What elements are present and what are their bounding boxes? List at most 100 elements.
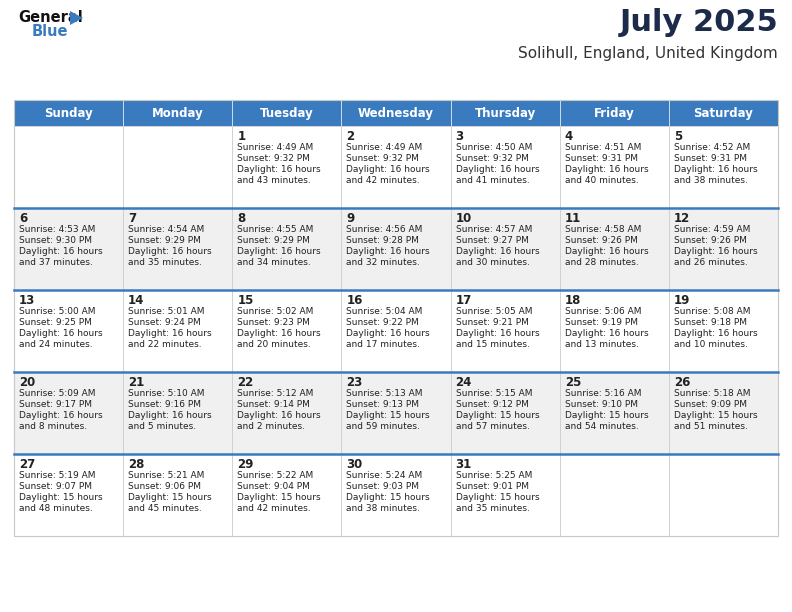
Text: and 57 minutes.: and 57 minutes. <box>455 422 529 431</box>
Text: Sunset: 9:13 PM: Sunset: 9:13 PM <box>346 400 420 409</box>
Text: and 45 minutes.: and 45 minutes. <box>128 504 202 513</box>
Text: 3: 3 <box>455 130 463 143</box>
Text: Daylight: 16 hours: Daylight: 16 hours <box>346 329 430 338</box>
Bar <box>669 372 778 454</box>
Text: 9: 9 <box>346 212 355 225</box>
Text: Sunrise: 5:18 AM: Sunrise: 5:18 AM <box>674 389 750 398</box>
Bar <box>669 454 778 536</box>
Bar <box>451 208 560 290</box>
Text: Sunrise: 5:15 AM: Sunrise: 5:15 AM <box>455 389 532 398</box>
Text: and 54 minutes.: and 54 minutes. <box>565 422 638 431</box>
Text: 27: 27 <box>19 458 36 471</box>
Text: Daylight: 16 hours: Daylight: 16 hours <box>674 247 757 256</box>
Bar <box>232 208 341 290</box>
Text: 12: 12 <box>674 212 690 225</box>
Text: 20: 20 <box>19 376 36 389</box>
Text: and 41 minutes.: and 41 minutes. <box>455 176 529 185</box>
Text: Daylight: 16 hours: Daylight: 16 hours <box>19 247 103 256</box>
Text: 19: 19 <box>674 294 691 307</box>
Text: Sunset: 9:03 PM: Sunset: 9:03 PM <box>346 482 420 491</box>
Text: 21: 21 <box>128 376 144 389</box>
Text: and 26 minutes.: and 26 minutes. <box>674 258 748 267</box>
Text: Daylight: 15 hours: Daylight: 15 hours <box>238 493 321 502</box>
Text: Daylight: 15 hours: Daylight: 15 hours <box>455 493 539 502</box>
Polygon shape <box>70 11 83 25</box>
Text: Sunset: 9:17 PM: Sunset: 9:17 PM <box>19 400 92 409</box>
Bar <box>669 208 778 290</box>
Bar <box>232 372 341 454</box>
Text: and 40 minutes.: and 40 minutes. <box>565 176 638 185</box>
Text: 15: 15 <box>238 294 253 307</box>
Text: Sunrise: 5:00 AM: Sunrise: 5:00 AM <box>19 307 96 316</box>
Text: Sunrise: 4:56 AM: Sunrise: 4:56 AM <box>346 225 423 234</box>
Text: Sunset: 9:24 PM: Sunset: 9:24 PM <box>128 318 201 327</box>
Text: 17: 17 <box>455 294 472 307</box>
Text: Sunrise: 4:58 AM: Sunrise: 4:58 AM <box>565 225 641 234</box>
Text: Monday: Monday <box>152 106 204 119</box>
Text: Sunrise: 5:12 AM: Sunrise: 5:12 AM <box>238 389 314 398</box>
Text: and 38 minutes.: and 38 minutes. <box>346 504 421 513</box>
Text: Saturday: Saturday <box>694 106 753 119</box>
Text: Sunrise: 4:59 AM: Sunrise: 4:59 AM <box>674 225 750 234</box>
Bar <box>669 126 778 208</box>
Bar <box>560 100 669 126</box>
Text: 5: 5 <box>674 130 682 143</box>
Text: Sunset: 9:10 PM: Sunset: 9:10 PM <box>565 400 638 409</box>
Text: and 42 minutes.: and 42 minutes. <box>238 504 311 513</box>
Text: Sunrise: 5:16 AM: Sunrise: 5:16 AM <box>565 389 642 398</box>
Text: Daylight: 16 hours: Daylight: 16 hours <box>238 411 321 420</box>
Text: Daylight: 16 hours: Daylight: 16 hours <box>19 329 103 338</box>
Text: Daylight: 16 hours: Daylight: 16 hours <box>346 165 430 174</box>
Bar <box>669 290 778 372</box>
Text: and 20 minutes.: and 20 minutes. <box>238 340 311 349</box>
Text: and 28 minutes.: and 28 minutes. <box>565 258 638 267</box>
Text: Sunset: 9:27 PM: Sunset: 9:27 PM <box>455 236 528 245</box>
Text: Sunset: 9:16 PM: Sunset: 9:16 PM <box>128 400 201 409</box>
Text: Sunrise: 4:53 AM: Sunrise: 4:53 AM <box>19 225 95 234</box>
Text: and 59 minutes.: and 59 minutes. <box>346 422 421 431</box>
Bar <box>341 126 451 208</box>
Text: and 43 minutes.: and 43 minutes. <box>238 176 311 185</box>
Bar <box>560 454 669 536</box>
Text: Daylight: 16 hours: Daylight: 16 hours <box>674 165 757 174</box>
Bar <box>341 208 451 290</box>
Text: Blue: Blue <box>32 24 68 39</box>
Text: and 5 minutes.: and 5 minutes. <box>128 422 196 431</box>
Text: 2: 2 <box>346 130 355 143</box>
Text: Sunrise: 5:04 AM: Sunrise: 5:04 AM <box>346 307 423 316</box>
Text: Sunset: 9:32 PM: Sunset: 9:32 PM <box>455 154 528 163</box>
Bar <box>451 100 560 126</box>
Bar <box>232 126 341 208</box>
Bar <box>560 372 669 454</box>
Text: and 15 minutes.: and 15 minutes. <box>455 340 529 349</box>
Text: Daylight: 15 hours: Daylight: 15 hours <box>19 493 103 502</box>
Text: Daylight: 16 hours: Daylight: 16 hours <box>674 329 757 338</box>
Text: Sunrise: 5:21 AM: Sunrise: 5:21 AM <box>128 471 204 480</box>
Text: Sunset: 9:06 PM: Sunset: 9:06 PM <box>128 482 201 491</box>
Text: and 2 minutes.: and 2 minutes. <box>238 422 305 431</box>
Bar <box>14 126 123 208</box>
Text: Sunset: 9:01 PM: Sunset: 9:01 PM <box>455 482 528 491</box>
Bar <box>451 372 560 454</box>
Bar <box>341 100 451 126</box>
Text: Sunrise: 4:52 AM: Sunrise: 4:52 AM <box>674 143 750 152</box>
Text: Sunset: 9:25 PM: Sunset: 9:25 PM <box>19 318 92 327</box>
Text: General: General <box>18 10 82 25</box>
Text: Tuesday: Tuesday <box>260 106 314 119</box>
Text: and 37 minutes.: and 37 minutes. <box>19 258 93 267</box>
Bar <box>669 100 778 126</box>
Text: Daylight: 15 hours: Daylight: 15 hours <box>674 411 757 420</box>
Text: Sunrise: 4:57 AM: Sunrise: 4:57 AM <box>455 225 532 234</box>
Text: Daylight: 16 hours: Daylight: 16 hours <box>238 247 321 256</box>
Text: 30: 30 <box>346 458 363 471</box>
Text: 4: 4 <box>565 130 573 143</box>
Text: Daylight: 16 hours: Daylight: 16 hours <box>455 247 539 256</box>
Text: and 13 minutes.: and 13 minutes. <box>565 340 638 349</box>
Text: Sunset: 9:18 PM: Sunset: 9:18 PM <box>674 318 747 327</box>
Text: Sunset: 9:07 PM: Sunset: 9:07 PM <box>19 482 92 491</box>
Text: 10: 10 <box>455 212 472 225</box>
Text: Daylight: 16 hours: Daylight: 16 hours <box>128 411 211 420</box>
Text: Sunset: 9:31 PM: Sunset: 9:31 PM <box>565 154 638 163</box>
Text: Daylight: 15 hours: Daylight: 15 hours <box>565 411 649 420</box>
Text: 23: 23 <box>346 376 363 389</box>
